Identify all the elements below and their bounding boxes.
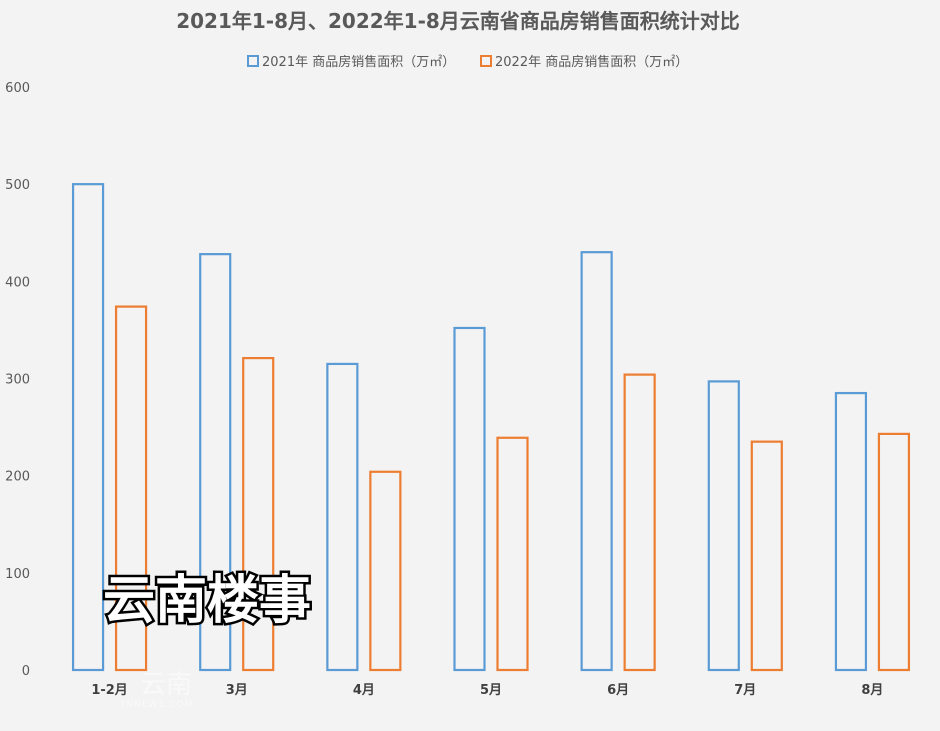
x-tick-label: 5月 <box>480 683 502 698</box>
legend: 2021年 商品房销售面积（万㎡） 2022年 商品房销售面积（万㎡） <box>247 54 688 70</box>
legend-label-2: 2022年 商品房销售面积（万㎡） <box>495 54 688 70</box>
bar-2021-4 <box>453 326 486 672</box>
bar-2022-4 <box>496 436 529 672</box>
legend-label-1: 2021年 商品房销售面积（万㎡） <box>262 54 455 70</box>
x-tick-label: 1-2月 <box>91 683 128 698</box>
y-tick-label: 0 <box>22 664 30 679</box>
bar-2021-2 <box>199 253 232 672</box>
bar-2021-1 <box>71 183 105 672</box>
bar-2021-5 <box>580 251 613 672</box>
logo-watermark: 云南 <box>140 670 192 700</box>
legend-swatch-2 <box>480 55 492 67</box>
x-tick-label: 6月 <box>607 683 629 698</box>
x-axis: 1-2月 3月 4月 5月 6月 7月 8月 <box>91 683 883 698</box>
bar-2022-1 <box>114 305 148 672</box>
x-tick-label: 7月 <box>734 683 756 698</box>
bar-2022-3 <box>369 470 402 672</box>
logo-watermark-subtext: YNNEWS.COM <box>119 700 193 710</box>
main-watermark: 云南楼事 <box>103 571 311 631</box>
x-tick-label: 4月 <box>353 683 375 698</box>
bars <box>71 183 911 672</box>
bar-2021-3 <box>326 362 359 672</box>
legend-swatch-1 <box>247 55 259 67</box>
y-tick-label: 300 <box>5 373 30 388</box>
x-tick-label: 8月 <box>861 683 883 698</box>
bar-2022-6 <box>750 440 783 672</box>
bar-2022-7 <box>877 432 911 672</box>
chart-title: 2021年1-8月、2022年1-8月云南省商品房销售面积统计对比 <box>176 9 740 33</box>
y-axis: 0 100 200 300 400 500 600 <box>5 81 30 679</box>
y-tick-label: 600 <box>5 81 30 96</box>
y-tick-label: 500 <box>5 178 30 193</box>
y-tick-label: 400 <box>5 275 30 290</box>
bar-2021-7 <box>834 391 868 672</box>
bar-2021-6 <box>707 380 740 672</box>
bar-2022-2 <box>242 356 275 672</box>
y-tick-label: 200 <box>5 470 30 485</box>
x-tick-label: 3月 <box>226 683 248 698</box>
bar-2022-5 <box>623 373 656 672</box>
watermarks: 云南 YNNEWS.COM 云南楼事 <box>101 569 314 711</box>
y-tick-label: 100 <box>5 567 30 582</box>
